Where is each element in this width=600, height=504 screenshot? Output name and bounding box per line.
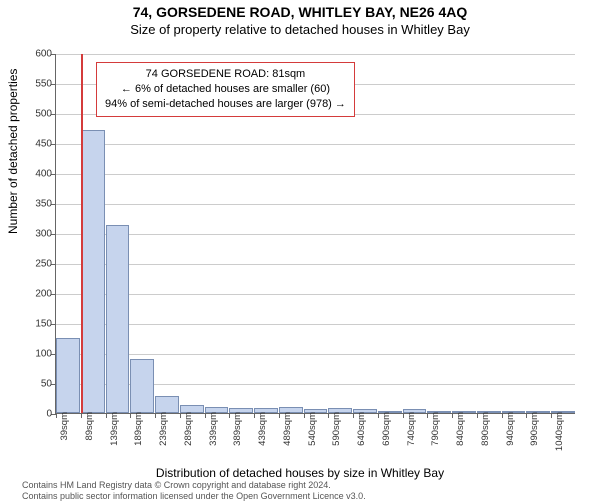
xtick-label: 890sqm (480, 412, 491, 446)
x-axis-label: Distribution of detached houses by size … (0, 466, 600, 480)
xtick-label: 540sqm (307, 412, 318, 446)
xtick-label: 790sqm (430, 412, 441, 446)
xtick-mark (452, 413, 453, 418)
xtick-label: 439sqm (257, 412, 268, 446)
xtick-mark (378, 413, 379, 418)
grid-line (56, 144, 575, 145)
xtick-mark (502, 413, 503, 418)
xtick-label: 189sqm (133, 412, 144, 446)
xtick-label: 740sqm (406, 412, 417, 446)
xtick-mark (56, 413, 57, 418)
ytick-label: 0 (20, 409, 52, 420)
xtick-label: 840sqm (455, 412, 466, 446)
xtick-mark (427, 413, 428, 418)
license-text: Contains HM Land Registry data © Crown c… (22, 480, 366, 502)
histogram-bar (81, 130, 105, 413)
xtick-mark (155, 413, 156, 418)
xtick-mark (477, 413, 478, 418)
xtick-mark (403, 413, 404, 418)
ytick-label: 200 (20, 289, 52, 300)
grid-line (56, 324, 575, 325)
ytick-label: 100 (20, 349, 52, 360)
license-line: Contains HM Land Registry data © Crown c… (22, 480, 366, 491)
grid-line (56, 234, 575, 235)
xtick-mark (106, 413, 107, 418)
xtick-mark (304, 413, 305, 418)
xtick-label: 489sqm (282, 412, 293, 446)
xtick-mark (130, 413, 131, 418)
xtick-label: 89sqm (84, 412, 95, 441)
histogram-bar (106, 225, 130, 413)
xtick-mark (551, 413, 552, 418)
histogram-bar (56, 338, 80, 413)
xtick-label: 590sqm (331, 412, 342, 446)
marker-line (81, 54, 83, 413)
xtick-label: 690sqm (381, 412, 392, 446)
ytick-label: 300 (20, 229, 52, 240)
y-axis-label: Number of detached properties (6, 69, 20, 234)
grid-line (56, 174, 575, 175)
xtick-mark (254, 413, 255, 418)
xtick-mark (205, 413, 206, 418)
xtick-label: 640sqm (356, 412, 367, 446)
chart-area: 05010015020025030035040045050055060039sq… (55, 54, 575, 414)
ytick-label: 550 (20, 79, 52, 90)
xtick-mark (81, 413, 82, 418)
histogram-bar (155, 396, 179, 413)
xtick-label: 289sqm (183, 412, 194, 446)
info-box-line: ← 6% of detached houses are smaller (60) (105, 82, 346, 97)
xtick-mark (526, 413, 527, 418)
xtick-label: 139sqm (109, 412, 120, 446)
page-subtitle: Size of property relative to detached ho… (0, 22, 600, 37)
xtick-label: 39sqm (59, 412, 70, 441)
xtick-label: 940sqm (505, 412, 516, 446)
ytick-label: 350 (20, 199, 52, 210)
grid-line (56, 264, 575, 265)
license-line: Contains public sector information licen… (22, 491, 366, 502)
ytick-label: 450 (20, 139, 52, 150)
xtick-label: 1040sqm (554, 412, 565, 451)
xtick-mark (353, 413, 354, 418)
ytick-label: 600 (20, 49, 52, 60)
page-title: 74, GORSEDENE ROAD, WHITLEY BAY, NE26 4A… (0, 4, 600, 20)
xtick-label: 389sqm (232, 412, 243, 446)
ytick-label: 50 (20, 379, 52, 390)
ytick-label: 500 (20, 109, 52, 120)
histogram-bar (130, 359, 154, 413)
xtick-mark (279, 413, 280, 418)
plot-area: 05010015020025030035040045050055060039sq… (55, 54, 575, 414)
ytick-label: 250 (20, 259, 52, 270)
xtick-label: 339sqm (208, 412, 219, 446)
info-box-line: 74 GORSEDENE ROAD: 81sqm (105, 67, 346, 82)
info-box: 74 GORSEDENE ROAD: 81sqm← 6% of detached… (96, 62, 355, 117)
xtick-mark (229, 413, 230, 418)
ytick-label: 400 (20, 169, 52, 180)
xtick-label: 990sqm (529, 412, 540, 446)
grid-line (56, 54, 575, 55)
ytick-label: 150 (20, 319, 52, 330)
info-box-line: 94% of semi-detached houses are larger (… (105, 97, 346, 112)
xtick-label: 239sqm (158, 412, 169, 446)
xtick-mark (180, 413, 181, 418)
grid-line (56, 354, 575, 355)
xtick-mark (328, 413, 329, 418)
grid-line (56, 294, 575, 295)
grid-line (56, 204, 575, 205)
